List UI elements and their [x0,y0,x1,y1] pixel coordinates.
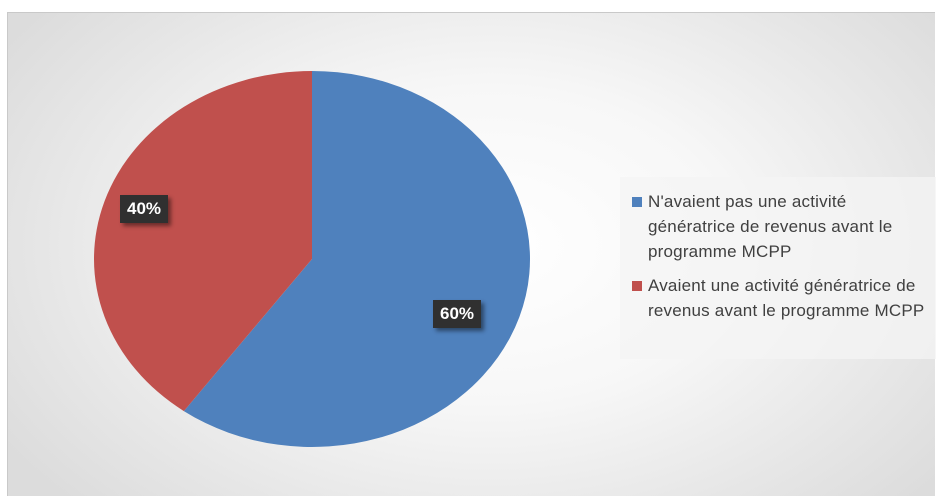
pie-chart [94,71,531,448]
legend-label-1: N'avaient pas une activité génératrice d… [648,192,893,261]
legend-swatch-1 [632,197,642,207]
data-label-slice-2: 40% [120,195,169,223]
data-label-slice-1: 60% [433,300,482,328]
legend-label-2: Avaient une activité génératrice de reve… [648,276,925,320]
pie-slice-1 [183,71,531,448]
pie-slice-2 [94,71,312,412]
chart-area: 60% 40% N'avaient pas une activité génér… [7,12,936,496]
legend-swatch-2 [632,281,642,291]
legend: N'avaient pas une activité génératrice d… [620,177,936,359]
